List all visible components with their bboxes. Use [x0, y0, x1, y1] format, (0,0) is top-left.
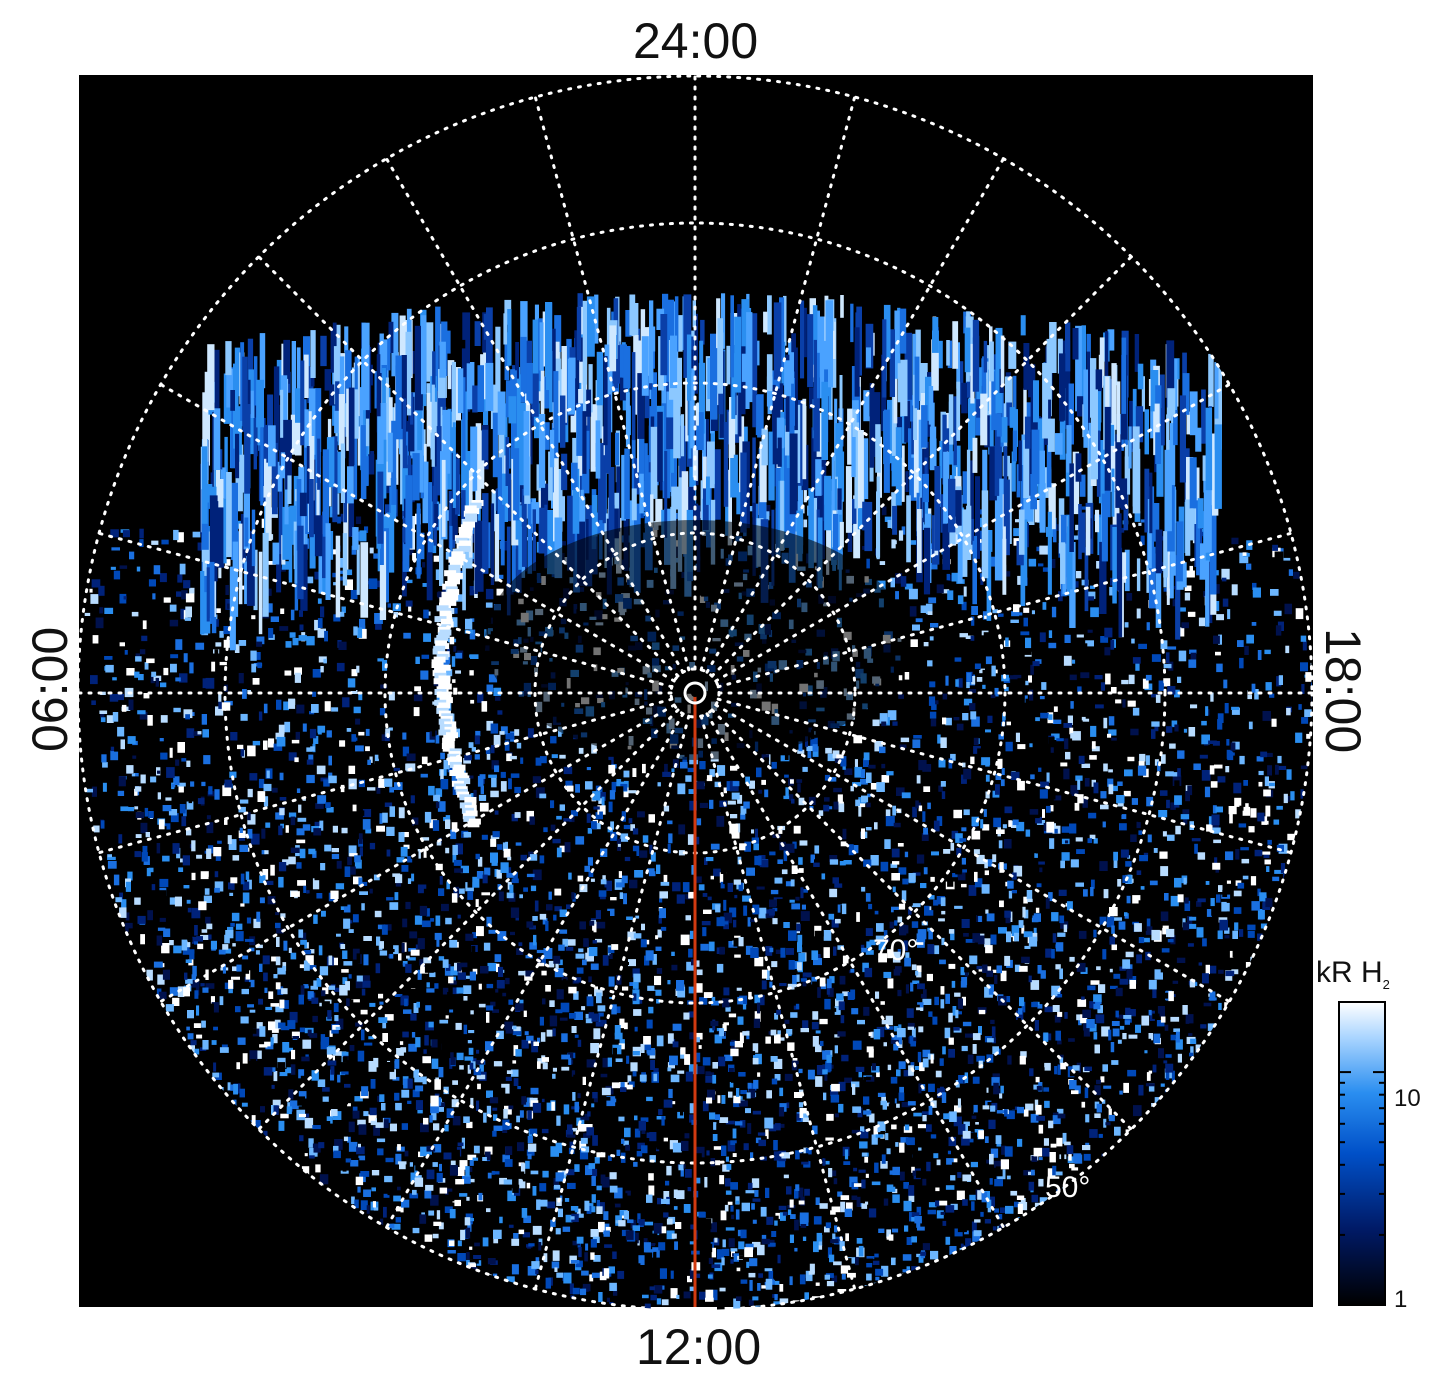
local-time-label-left: 06:00 [22, 626, 78, 752]
lat-lon-grid [79, 75, 1313, 1307]
latitude-label-70: 70° [873, 934, 918, 967]
latitude-label-50: 50° [1045, 1171, 1090, 1204]
pole-marker [683, 681, 707, 705]
local-time-label-top: 24:00 [633, 13, 759, 69]
colorbar-title: kR H2 [1316, 956, 1390, 992]
pole-dot [691, 689, 699, 697]
colorbar-tick-label-10: 10 [1394, 1085, 1421, 1112]
colorbar-title-sub: 2 [1382, 977, 1390, 992]
local-time-label-bottom: 12:00 [636, 1319, 762, 1375]
colorbar-title-main: kR H [1316, 956, 1383, 989]
colorbar-tick-label-1: 1 [1394, 1286, 1408, 1313]
local-time-label-right: 18:00 [1315, 628, 1371, 754]
colorbar [1338, 1001, 1386, 1306]
colorbar-ticks [1339, 1001, 1385, 1306]
